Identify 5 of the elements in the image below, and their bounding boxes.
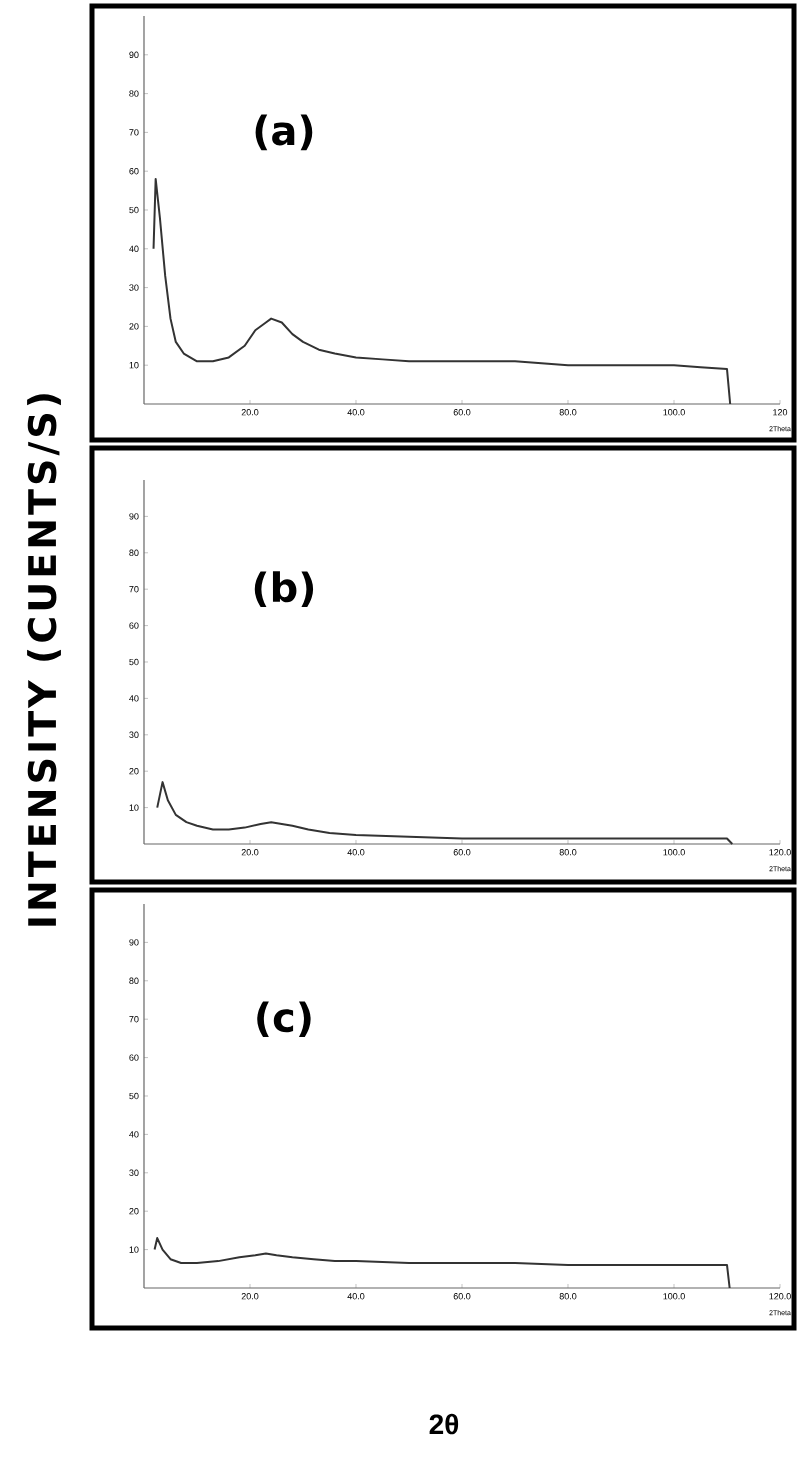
x-axis-title: 2θ (429, 1413, 459, 1435)
annotation: (a) (255, 114, 313, 151)
y-axis-title: INTENSITY (CUENTS/S) (27, 394, 61, 926)
annotation: (c) (257, 1001, 311, 1037)
annotation: (b) (254, 571, 314, 608)
